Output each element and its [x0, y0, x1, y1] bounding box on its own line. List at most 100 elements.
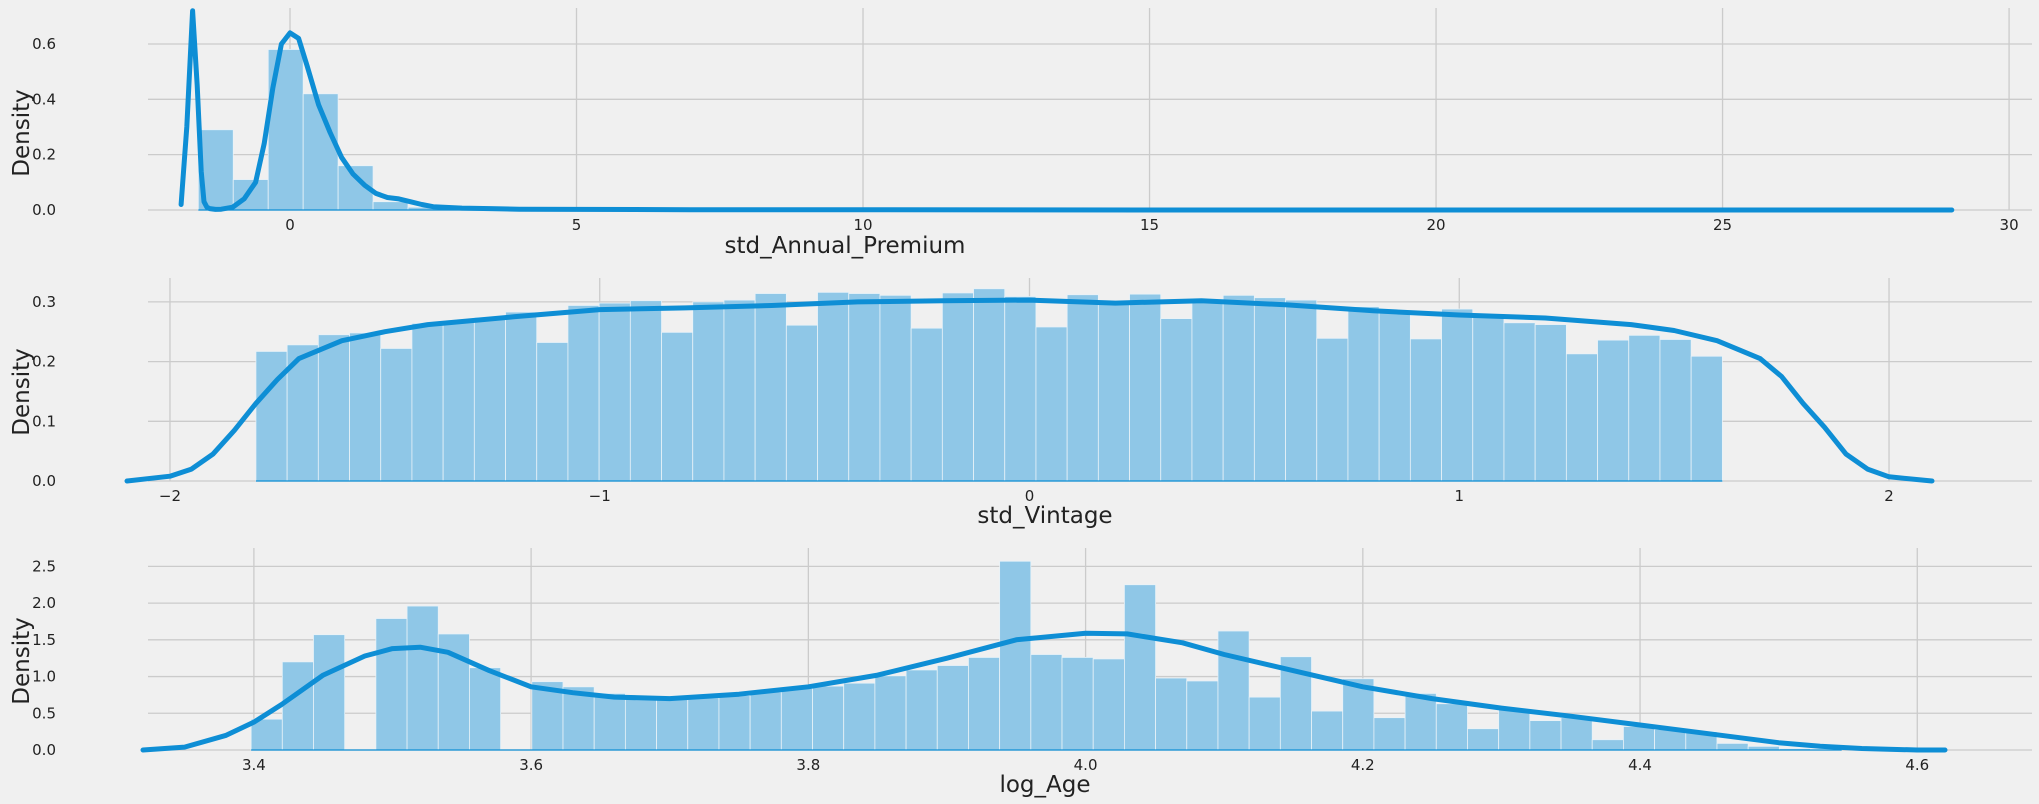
histogram-bar: [1716, 742, 1749, 751]
histogram-bar: [1217, 630, 1250, 751]
histogram-bar: [411, 322, 444, 482]
y-tick-label: 0.5: [32, 704, 56, 722]
histogram-bar: [1123, 584, 1156, 751]
x-tick-label: 3.8: [796, 756, 820, 774]
histogram-bar: [780, 687, 813, 751]
kde-line: [178, 8, 1955, 213]
histogram-bar: [1311, 710, 1344, 751]
histogram-bar: [1316, 337, 1349, 482]
histogram-bar: [349, 332, 382, 482]
histogram-bar: [687, 697, 720, 751]
x-tick-label: 1: [1454, 487, 1464, 505]
histogram-bar: [1560, 717, 1593, 751]
kde-line: [124, 297, 1935, 484]
y-tick-label: 0.1: [32, 412, 56, 430]
histogram-bar: [1097, 300, 1130, 482]
x-tick-label: 4.6: [1905, 756, 1929, 774]
y-tick-label: 0.0: [32, 472, 56, 490]
histogram-bar: [1441, 308, 1474, 482]
y-tick-label: 2.0: [32, 594, 56, 612]
y-axis-label: Density: [9, 617, 35, 704]
histogram-bar: [375, 618, 408, 751]
histogram-bar: [372, 201, 409, 211]
histogram-bar: [1498, 709, 1531, 751]
histogram-bar: [968, 657, 1001, 751]
panel-annual-premium: std_Annual_Premium Density 0 5 10 15 20 25 30 0…: [9, 8, 2032, 259]
histogram-bar: [1191, 299, 1224, 482]
x-axis-label: std_Annual_Premium: [725, 233, 966, 259]
histogram-bar: [255, 351, 288, 482]
x-tick-label: 4.4: [1628, 756, 1652, 774]
histogram-bar: [817, 291, 850, 482]
histogram-bar: [536, 342, 569, 482]
histogram-bar: [1222, 294, 1255, 482]
histogram-bar: [442, 321, 475, 482]
histogram-bar: [656, 698, 689, 751]
x-tick-label: 10: [853, 216, 872, 234]
x-tick-label: 4.2: [1351, 756, 1375, 774]
histogram-bar: [661, 331, 694, 482]
histogram-bar: [1092, 658, 1125, 751]
histogram-bar: [473, 317, 506, 482]
histogram-bar: [941, 292, 974, 482]
y-axis-label: Density: [9, 89, 35, 176]
histogram-bar: [910, 327, 943, 482]
histogram-bar: [1061, 657, 1094, 751]
histogram-bar: [1030, 654, 1063, 751]
histogram-bar: [1285, 299, 1318, 482]
panel-vintage: std_Vintage Density −2 −1 0 1 2 0.0 0.1 0.2 0.3: [9, 278, 2032, 529]
y-tick-label: 2.5: [32, 557, 56, 575]
histogram-bar: [723, 299, 756, 482]
histogram-bar: [1155, 677, 1188, 751]
kde-line: [140, 630, 1948, 753]
histogram-bar: [1253, 297, 1286, 482]
histogram-bar: [1690, 355, 1723, 482]
x-tick-label: 3.4: [242, 756, 266, 774]
histogram-bar: [406, 605, 439, 751]
histogram-bars: [197, 49, 1947, 211]
histogram-bar: [1467, 728, 1500, 751]
histogram-bar: [1472, 314, 1505, 482]
histogram-bar: [380, 348, 413, 482]
histogram-bar: [754, 293, 787, 482]
histogram-bar: [1659, 339, 1692, 482]
x-tick-label: 3.6: [519, 756, 543, 774]
histogram-bar: [812, 685, 845, 751]
histogram-bar: [598, 302, 631, 482]
histogram-bar: [1248, 696, 1281, 751]
histogram-bars: [250, 560, 1843, 751]
histogram-bar: [874, 675, 907, 751]
histogram-bar: [1409, 338, 1442, 482]
histogram-bar: [1404, 693, 1437, 751]
histogram-bar: [1035, 326, 1068, 482]
histogram-bar: [1628, 334, 1661, 482]
x-tick-label: 0: [1025, 487, 1035, 505]
x-axis-label: std_Vintage: [977, 503, 1112, 529]
histogram-bar: [1529, 720, 1562, 751]
histogram-bar: [1004, 296, 1037, 482]
histogram-bar: [905, 669, 938, 751]
histogram-bar: [317, 334, 350, 482]
histogram-bar: [1129, 293, 1162, 482]
x-axis-label: log_Age: [999, 772, 1090, 798]
histogram-bar: [1565, 353, 1598, 482]
x-tick-label: −2: [159, 487, 181, 505]
x-tick-label: 25: [1713, 216, 1732, 234]
histogram-bar: [692, 301, 725, 482]
y-tick-label: 0.0: [32, 201, 56, 219]
histogram-bar: [281, 661, 314, 751]
histogram-bar: [1378, 311, 1411, 482]
panel-log-age: log_Age Density 3.4 3.6 3.8 4.0 4.2 4.4 4.6 0.0…: [9, 548, 2032, 798]
histogram-bar: [1534, 324, 1567, 482]
histogram-bar: [1373, 717, 1406, 751]
y-tick-label: 0.6: [32, 35, 56, 53]
histogram-bar: [1342, 678, 1375, 751]
y-tick-label: 0.3: [32, 293, 56, 311]
y-tick-label: 0.4: [32, 90, 56, 108]
x-tick-label: 0: [285, 216, 295, 234]
x-tick-label: 15: [1140, 216, 1159, 234]
histogram-bar: [999, 560, 1032, 751]
histogram-bar: [505, 311, 538, 482]
histogram-bar: [718, 695, 751, 751]
y-tick-label: 0.2: [32, 146, 56, 164]
